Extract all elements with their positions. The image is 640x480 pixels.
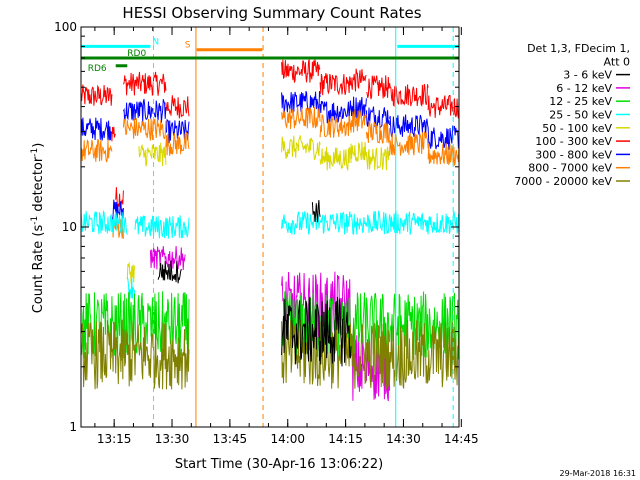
legend-entry-7: 800 - 7000 keV (528, 162, 612, 175)
series-2-segment-6 (350, 109, 367, 133)
legend-entry-0: 3 - 6 keV (563, 69, 612, 82)
series-4-segment-0 (81, 209, 128, 235)
series-4-segment-3 (281, 210, 459, 236)
legend-entry-5: 100 - 300 keV (535, 135, 612, 148)
y-axis-label-close: ) (31, 143, 46, 148)
flag-label-1: S (185, 41, 191, 51)
series-0-segment-0 (81, 84, 113, 106)
legend-entry-3: 25 - 50 keV (549, 109, 612, 122)
y-axis-label-tail: detector (31, 156, 46, 216)
flag-label-3: RD6 (88, 64, 107, 74)
y-tick-label-2: 100 (54, 20, 77, 34)
chart-title: HESSI Observing Summary Count Rates (122, 4, 421, 22)
x-tick-label-2: 13:45 (213, 432, 248, 446)
flag-label-0: N (152, 37, 159, 47)
series-0-segment-6 (319, 72, 352, 96)
series-3-segment-4 (350, 141, 367, 162)
y-axis-label-main: Count Rate (s (31, 225, 46, 314)
x-tick-label-0: 13:15 (97, 432, 132, 446)
series-3-segment-0 (126, 262, 136, 284)
legend-entry-1: 6 - 12 keV (556, 82, 612, 95)
timestamp: 29-Mar-2018 16:31 (560, 469, 637, 478)
series-2-segment-7 (365, 119, 391, 144)
series-8-segment-2 (281, 296, 352, 367)
series-1-segment-0 (81, 117, 113, 141)
series-5-segment-0 (149, 245, 186, 271)
series-0-segment-5 (281, 58, 321, 83)
series-0-segment-2 (115, 187, 124, 210)
series-7-segment-1 (281, 319, 459, 390)
y-tick-label-0: 1 (69, 420, 77, 434)
legend-entry-2: 12 - 25 keV (549, 95, 612, 108)
series-0-segment-7 (350, 68, 367, 92)
x-tick-label-6: 14:45 (444, 432, 479, 446)
x-tick-label-5: 14:30 (386, 432, 421, 446)
x-tick-label-1: 13:30 (155, 432, 190, 446)
series-3-segment-5 (365, 146, 391, 171)
y-axis-label-sup: -1 (30, 216, 40, 225)
series-0-segment-3 (122, 71, 167, 96)
series-4-segment-2 (134, 215, 190, 239)
series-1-segment-2 (122, 98, 167, 123)
series-2-segment-9 (427, 142, 459, 167)
legend-header-0: Det 1,3, FDecim 1, (527, 42, 630, 55)
series-3-segment-1 (138, 142, 167, 167)
series-0-segment-1 (111, 126, 116, 142)
series-0-segment-8 (366, 75, 391, 100)
flag-label-2: RD0 (127, 49, 146, 59)
plot-area: N S RD0 RD6 13:15 13:30 13:45 14:00 14:15 14:30 14… (54, 20, 479, 446)
series-4-segment-1 (126, 277, 136, 300)
x-tick-label-4: 14:15 (328, 432, 363, 446)
y-axis-label-sup2: -1 (30, 148, 40, 157)
series-0-segment-10 (427, 95, 459, 119)
series-3-segment-2 (281, 135, 321, 161)
x-axis-label: Start Time (30-Apr-16 13:06:22) (175, 457, 383, 472)
y-axis-label: Count Rate (s-1 detector-1) (30, 143, 46, 314)
series-2-segment-4 (281, 106, 321, 130)
legend-header-1: Att 0 (604, 55, 630, 68)
series-8-segment-0 (157, 260, 182, 284)
series-1-segment-7 (365, 106, 391, 130)
series-group (81, 58, 459, 402)
series-8-segment-1 (311, 200, 321, 223)
series-2-segment-0 (81, 138, 113, 163)
series-7-segment-0 (81, 319, 190, 390)
series-1-segment-5 (319, 100, 352, 124)
series-2-segment-5 (319, 114, 352, 138)
legend-entry-4: 50 - 100 keV (542, 122, 612, 135)
x-tick-label-3: 14:00 (270, 432, 305, 446)
legend-entry-6: 300 - 800 keV (535, 148, 612, 161)
series-3-segment-3 (319, 146, 352, 171)
series-2-segment-2 (122, 117, 167, 141)
series-1-segment-9 (427, 125, 459, 151)
series-2-segment-3 (165, 131, 190, 156)
y-tick-label-1: 10 (62, 220, 77, 234)
series-0-segment-4 (165, 95, 190, 119)
legend-entry-8: 7000 - 20000 keV (514, 175, 612, 188)
